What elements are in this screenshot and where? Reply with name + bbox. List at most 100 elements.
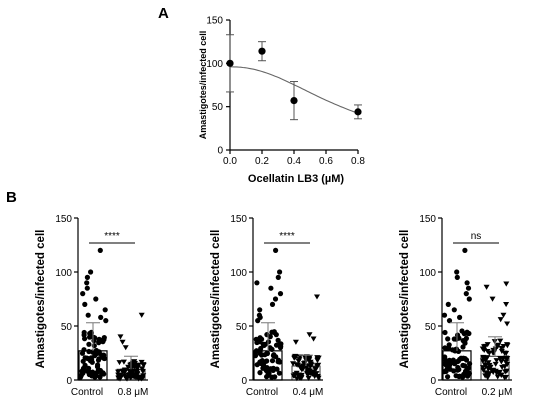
data-point <box>95 367 101 373</box>
data-point <box>117 372 124 378</box>
data-point <box>103 318 109 324</box>
data-point <box>451 307 457 313</box>
data-point <box>456 335 462 341</box>
data-point <box>489 296 496 302</box>
data-point <box>484 372 491 378</box>
data-point <box>257 335 263 341</box>
data-point <box>446 362 452 368</box>
data-point <box>484 348 491 355</box>
data-point <box>503 342 510 348</box>
chart-b-08uM: 0 50 100 150 Amastigotes/infected cell Contro… <box>35 214 148 398</box>
data-point <box>480 367 487 374</box>
data-point <box>445 374 451 380</box>
data-point <box>277 359 283 365</box>
data-point <box>272 374 278 380</box>
data-point <box>133 369 140 375</box>
data-point <box>81 329 87 336</box>
data-point <box>445 336 451 342</box>
data-point <box>313 366 320 372</box>
x-tick-label: 0.2 <box>255 156 269 167</box>
data-point <box>300 361 307 367</box>
data-point <box>290 373 297 379</box>
data-point <box>131 359 138 365</box>
data-point <box>260 341 266 347</box>
data-point <box>254 339 260 345</box>
x-category-label: Control <box>71 387 103 398</box>
data-point <box>135 362 142 368</box>
data-point <box>125 364 132 370</box>
data-point <box>446 342 452 348</box>
data-point <box>126 368 133 375</box>
data-point <box>479 346 486 352</box>
data-point <box>447 366 453 372</box>
data-point <box>117 334 124 340</box>
y-tick-label: 100 <box>206 59 223 70</box>
data-point <box>467 361 473 367</box>
data-point <box>292 339 299 345</box>
data-point <box>84 274 90 280</box>
data-point <box>504 356 511 362</box>
data-point <box>252 353 259 359</box>
data-point <box>498 345 505 351</box>
data-point <box>455 364 461 371</box>
data-point <box>465 373 471 379</box>
data-point <box>269 329 275 335</box>
data-point <box>254 280 260 286</box>
y-tick-label: 50 <box>425 322 437 333</box>
data-point <box>264 365 270 371</box>
data-point <box>457 314 463 320</box>
y-tick-label: 150 <box>55 214 72 225</box>
data-point <box>307 361 314 367</box>
data-point <box>446 318 453 324</box>
data-point <box>119 369 126 375</box>
data-point <box>315 362 322 368</box>
data-point <box>80 370 86 376</box>
data-point <box>503 302 510 308</box>
data-point <box>257 370 263 376</box>
data-point <box>496 369 503 375</box>
data-point <box>503 368 510 374</box>
data-point <box>500 312 507 318</box>
x-tick-label: 0.6 <box>319 156 333 167</box>
data-point <box>494 374 501 380</box>
data-point <box>482 343 489 349</box>
data-point <box>277 291 284 297</box>
x-category-label: 0.2 μM <box>482 387 513 398</box>
data-point <box>276 342 282 348</box>
data-point <box>487 364 494 370</box>
data-point <box>120 359 127 365</box>
data-point <box>466 296 472 302</box>
data-point <box>257 360 263 366</box>
data-point <box>441 312 448 318</box>
data-point <box>275 274 281 280</box>
significance-label: **** <box>104 231 120 242</box>
data-point <box>269 301 276 307</box>
x-category-label: 0.4 μM <box>293 387 324 398</box>
data-point <box>305 375 312 381</box>
y-axis-label: Amastigotes/infected cell <box>210 230 222 369</box>
data-point <box>459 355 465 362</box>
data-point <box>492 361 499 367</box>
data-point <box>503 281 510 287</box>
data-point <box>267 345 273 351</box>
data-point <box>313 294 320 300</box>
data-point <box>97 247 103 253</box>
data-point <box>459 328 465 334</box>
data-point <box>115 375 122 381</box>
data-point <box>80 358 86 364</box>
data-point <box>293 362 300 368</box>
data-point <box>100 339 106 345</box>
data-point <box>88 269 94 275</box>
data-point <box>276 370 282 376</box>
data-point <box>310 336 317 342</box>
data-point <box>130 373 137 379</box>
y-tick-label: 150 <box>206 16 223 27</box>
significance-label: ns <box>471 231 482 242</box>
data-point <box>134 366 141 372</box>
data-point <box>290 97 298 105</box>
data-point <box>442 329 448 336</box>
data-point <box>441 369 447 375</box>
x-tick-label: 0.0 <box>223 156 237 167</box>
data-point <box>299 366 306 372</box>
data-point <box>101 371 107 377</box>
